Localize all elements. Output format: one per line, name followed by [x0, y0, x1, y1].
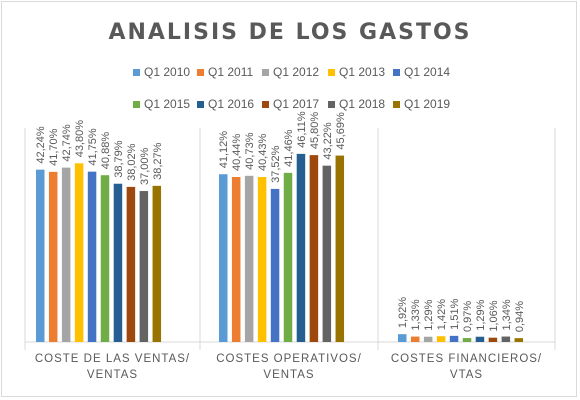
- data-label: 38,79%: [113, 140, 125, 178]
- data-label: 45,80%: [309, 112, 321, 150]
- bar: [296, 153, 306, 342]
- data-label: 42,74%: [61, 124, 73, 162]
- data-label: 40,88%: [100, 132, 112, 170]
- legend-swatch: [133, 100, 140, 108]
- legend-swatch: [393, 100, 400, 108]
- legend: Q1 2010 Q1 2011 Q1 2012 Q1 2013 Q1 2014 Q1 20…: [0, 0, 580, 130]
- legend-label: Q1 2014: [404, 65, 451, 79]
- legend-label: Q1 2011: [208, 65, 254, 79]
- legend-swatch: [328, 100, 335, 108]
- bar: [488, 337, 498, 342]
- data-label: 38,02%: [126, 143, 138, 181]
- data-label: 1,34%: [501, 299, 513, 330]
- bar: [283, 172, 293, 342]
- data-label: 0,97%: [462, 301, 474, 332]
- legend-label: Q1 2018: [339, 97, 386, 111]
- data-label: 40,73%: [244, 132, 256, 170]
- data-label: 41,46%: [283, 129, 295, 167]
- legend-item: Q1 2011: [197, 65, 253, 79]
- bar: [410, 336, 420, 342]
- chart-title: ANALISIS DE LOS GASTOS: [108, 20, 472, 45]
- legend-item: Q1 2013: [328, 65, 385, 79]
- legend-label: Q1 2019: [404, 97, 451, 111]
- data-label: 41,12%: [218, 131, 230, 169]
- data-label: 37,00%: [139, 148, 151, 186]
- data-label: 1,92%: [397, 297, 409, 328]
- legend-item: Q1 2014: [393, 65, 450, 79]
- bar: [36, 169, 45, 342]
- data-label: 1,29%: [423, 299, 435, 330]
- data-label: 1,06%: [488, 300, 500, 331]
- data-label: 40,44%: [231, 133, 243, 171]
- legend-item: Q1 2017: [262, 97, 319, 111]
- legend-swatch: [133, 68, 140, 76]
- data-label: 1,29%: [475, 299, 487, 330]
- data-label: 42,24%: [35, 126, 47, 164]
- data-label: 43,22%: [322, 122, 334, 160]
- data-label: 37,52%: [270, 145, 282, 183]
- data-label: 1,42%: [436, 299, 448, 330]
- bar: [322, 165, 332, 342]
- bar: [48, 171, 58, 342]
- bar: [462, 338, 472, 342]
- bar: [514, 338, 524, 342]
- legend-swatch: [197, 68, 204, 76]
- legend-label: Q1 2017: [273, 97, 320, 111]
- category-label: COSTES OPERATIVOS/: [216, 353, 362, 365]
- bar: [449, 335, 459, 342]
- bar: [152, 185, 162, 342]
- bar: [475, 336, 485, 342]
- data-label: 40,43%: [257, 134, 269, 172]
- bar: [309, 155, 319, 342]
- legend-item: Q1 2012: [262, 65, 319, 79]
- bar: [126, 186, 136, 342]
- bar: [398, 334, 407, 342]
- bar: [501, 336, 511, 342]
- legend-label: Q1 2013: [339, 65, 386, 79]
- data-label: 38,27%: [152, 142, 164, 180]
- category-label: VENTAS: [87, 369, 138, 381]
- data-label: 1,33%: [410, 299, 422, 330]
- legend-item: Q1 2018: [328, 97, 385, 111]
- bar: [139, 191, 149, 342]
- legend-item: Q1 2016: [197, 97, 254, 111]
- data-label: 43,80%: [74, 120, 86, 158]
- bar: [257, 177, 267, 342]
- bar: [61, 167, 71, 342]
- bar: [335, 155, 345, 342]
- legend-swatch: [197, 100, 204, 108]
- data-label: 46,11%: [296, 111, 308, 148]
- legend-swatch: [328, 68, 335, 76]
- legend-label: Q1 2015: [144, 97, 191, 111]
- data-label: 0,94%: [514, 301, 526, 332]
- category-label: COSTES FINANCIEROS/: [391, 353, 542, 365]
- category-label: COSTE DE LAS VENTAS/: [35, 353, 190, 365]
- bar: [87, 171, 97, 342]
- legend-swatch: [262, 68, 269, 76]
- data-label: 45,69%: [335, 112, 347, 150]
- legend-label: Q1 2016: [208, 97, 255, 111]
- legend-item: Q1 2010: [133, 65, 190, 79]
- bar: [231, 177, 241, 342]
- bar: [113, 183, 123, 342]
- data-label: 1,51%: [449, 298, 461, 329]
- legend-item: Q1 2019: [393, 97, 450, 111]
- bar: [100, 175, 110, 342]
- data-label: 41,75%: [87, 128, 99, 166]
- bar: [270, 188, 280, 342]
- bar: [219, 174, 228, 342]
- bar: [423, 336, 433, 342]
- category-label: VENTAS: [263, 369, 314, 381]
- bar: [436, 336, 446, 342]
- bar: [74, 163, 84, 342]
- legend-label: Q1 2012: [273, 65, 320, 79]
- legend-swatch: [262, 100, 269, 108]
- legend-swatch: [393, 68, 400, 76]
- legend-item: Q1 2015: [133, 97, 190, 111]
- data-label: 41,70%: [48, 128, 60, 166]
- bar: [244, 175, 254, 342]
- legend-label: Q1 2010: [144, 65, 191, 79]
- category-label: VTAS: [450, 369, 483, 381]
